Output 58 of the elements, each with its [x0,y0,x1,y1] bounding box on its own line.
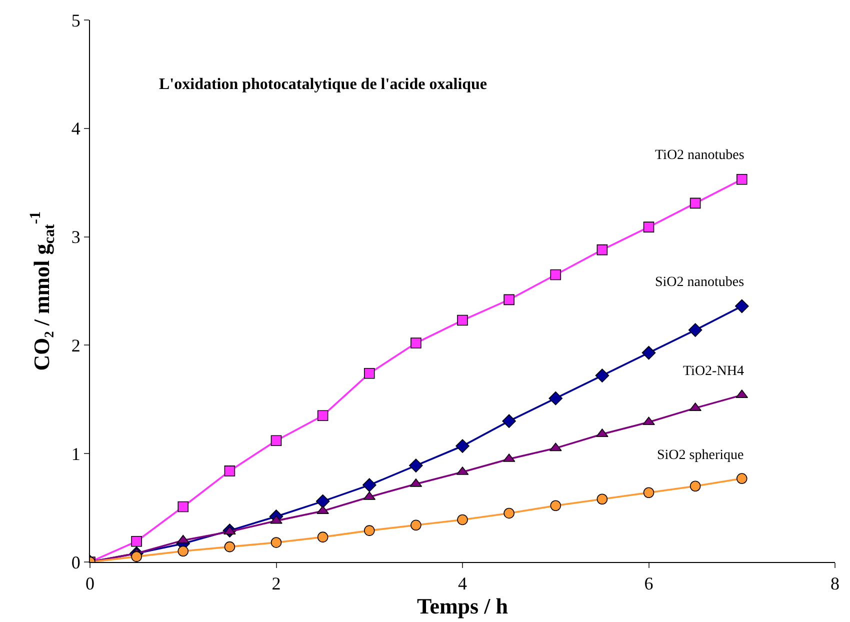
point [178,501,189,512]
point [642,416,655,426]
point [688,323,702,337]
point [364,368,375,379]
point [457,514,468,526]
point [316,494,330,508]
point [224,466,236,476]
y-tick-label: 3 [71,227,80,248]
y-tick-label: 4 [71,118,80,139]
point [270,537,282,548]
point [550,269,562,280]
series-label: SiO2 spherique [657,448,744,463]
x-tick-label: 4 [458,574,467,594]
point [270,515,282,524]
point [410,338,422,348]
y-tick-label: 5 [71,10,80,30]
point [642,346,656,360]
point [596,494,608,505]
y-tick-label: 1 [71,444,80,464]
series-label: TiO2 nanotubes [655,148,744,163]
point [550,500,562,512]
y-tick-label: 2 [71,336,80,356]
point [270,435,282,446]
point [643,222,654,232]
point [131,536,142,547]
point [548,391,563,406]
point [504,508,514,519]
point [317,410,328,422]
point [736,174,748,185]
point [224,541,236,552]
point [317,532,328,542]
point [224,526,236,535]
point [457,314,468,326]
x-axis-title: Temps / h [417,594,508,619]
y-tick-label: 0 [71,552,80,572]
point [690,480,701,492]
point [456,439,470,453]
point [409,458,423,472]
point [502,414,516,428]
text: L'oxidation photocatalytique de l'acide oxalique [159,76,488,93]
point [736,473,748,484]
x-tick-label: 2 [272,574,281,594]
series-label: TiO2-NH4 [683,364,744,379]
x-tick-label: 0 [86,574,94,594]
point [504,294,514,306]
point [596,244,608,256]
x-tick-label: 8 [830,574,840,594]
point [690,198,701,209]
x-tick-label: 6 [644,574,654,594]
point [643,487,654,498]
point [364,525,375,536]
point [595,368,610,382]
point [362,478,376,492]
point [131,551,142,562]
point [734,299,749,314]
point [178,546,189,557]
point [410,520,422,531]
series-label: SiO2 nanotubes [655,275,744,290]
